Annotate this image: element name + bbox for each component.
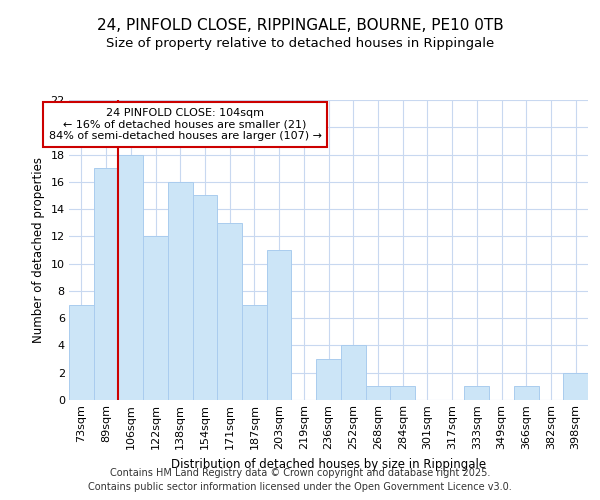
Text: Size of property relative to detached houses in Rippingale: Size of property relative to detached ho… <box>106 38 494 51</box>
Text: 24, PINFOLD CLOSE, RIPPINGALE, BOURNE, PE10 0TB: 24, PINFOLD CLOSE, RIPPINGALE, BOURNE, P… <box>97 18 503 32</box>
Bar <box>217 222 242 400</box>
Bar <box>563 372 588 400</box>
Bar <box>390 386 415 400</box>
Text: Contains HM Land Registry data © Crown copyright and database right 2025.
Contai: Contains HM Land Registry data © Crown c… <box>88 468 512 492</box>
Bar <box>168 182 193 400</box>
Bar <box>341 346 365 400</box>
Bar <box>514 386 539 400</box>
Bar <box>193 196 217 400</box>
Bar <box>242 304 267 400</box>
Bar <box>94 168 118 400</box>
Bar <box>69 304 94 400</box>
Bar <box>365 386 390 400</box>
Bar <box>316 359 341 400</box>
X-axis label: Distribution of detached houses by size in Rippingale: Distribution of detached houses by size … <box>171 458 486 470</box>
Bar <box>118 154 143 400</box>
Bar <box>143 236 168 400</box>
Y-axis label: Number of detached properties: Number of detached properties <box>32 157 45 343</box>
Bar <box>464 386 489 400</box>
Text: 24 PINFOLD CLOSE: 104sqm
← 16% of detached houses are smaller (21)
84% of semi-d: 24 PINFOLD CLOSE: 104sqm ← 16% of detach… <box>49 108 322 141</box>
Bar <box>267 250 292 400</box>
